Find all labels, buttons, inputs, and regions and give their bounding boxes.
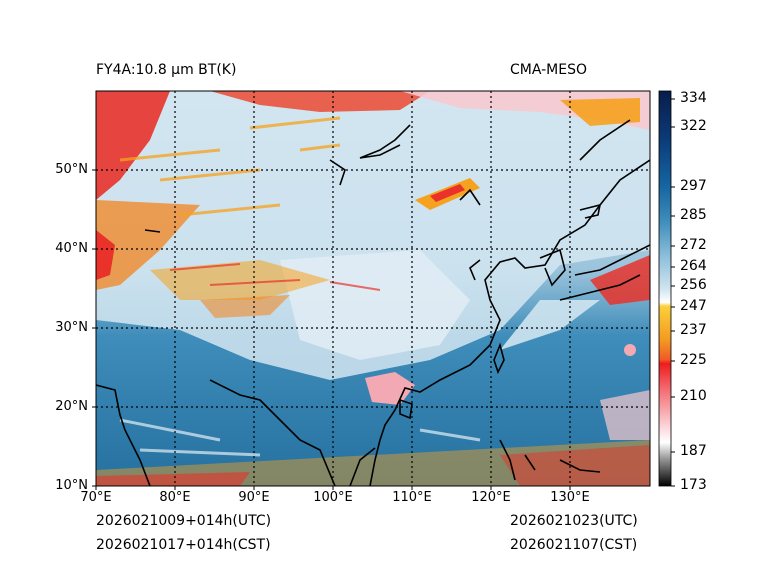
colorbar-tick-label: 272 bbox=[680, 237, 707, 253]
colorbar bbox=[658, 90, 675, 487]
colorbar-tick-label: 247 bbox=[680, 298, 707, 314]
model-name: CMA-MESO bbox=[510, 62, 588, 78]
colorbar-tick-label: 264 bbox=[680, 258, 707, 274]
valid-time-cst: 2026021107(CST) bbox=[510, 537, 638, 553]
forecast-time-cst: 2026021017+014h(CST) bbox=[96, 537, 271, 553]
colorbar-tick-label: 322 bbox=[680, 118, 707, 134]
lat-label: 30°N bbox=[55, 320, 88, 335]
colorbar-tick-label: 256 bbox=[680, 277, 707, 293]
colorbar-tick-label: 187 bbox=[680, 443, 707, 459]
lat-label: 50°N bbox=[55, 162, 88, 177]
colorbar-tick-label: 297 bbox=[680, 178, 707, 194]
lat-label: 10°N bbox=[55, 478, 88, 493]
lat-label: 20°N bbox=[55, 399, 88, 414]
colorbar-tick-label: 285 bbox=[680, 207, 707, 223]
lon-label: 130°E bbox=[550, 490, 590, 505]
lon-label: 120°E bbox=[471, 490, 511, 505]
brightness-temperature-field bbox=[96, 91, 650, 486]
lon-label: 110°E bbox=[392, 490, 432, 505]
lon-label: 80°E bbox=[159, 490, 191, 505]
lon-label: 90°E bbox=[238, 490, 270, 505]
map-frame bbox=[95, 90, 651, 487]
axis-ticks bbox=[92, 169, 571, 490]
colorbar-tick-label: 237 bbox=[680, 322, 707, 338]
forecast-time-utc: 2026021009+014h(UTC) bbox=[96, 513, 272, 529]
coastlines bbox=[96, 119, 650, 486]
lat-label: 40°N bbox=[55, 241, 88, 256]
colorbar-tick-label: 210 bbox=[680, 388, 707, 404]
product-title: FY4A:10.8 µm BT(K) bbox=[96, 62, 237, 78]
lon-label: 100°E bbox=[313, 490, 353, 505]
lon-label: 70°E bbox=[80, 490, 112, 505]
colorbar-tick-label: 225 bbox=[680, 352, 707, 368]
colorbar-tick-label: 173 bbox=[680, 477, 707, 493]
valid-time-utc: 2026021023(UTC) bbox=[510, 513, 638, 529]
colorbar-tick-label: 334 bbox=[680, 90, 707, 106]
graticule bbox=[96, 91, 650, 486]
